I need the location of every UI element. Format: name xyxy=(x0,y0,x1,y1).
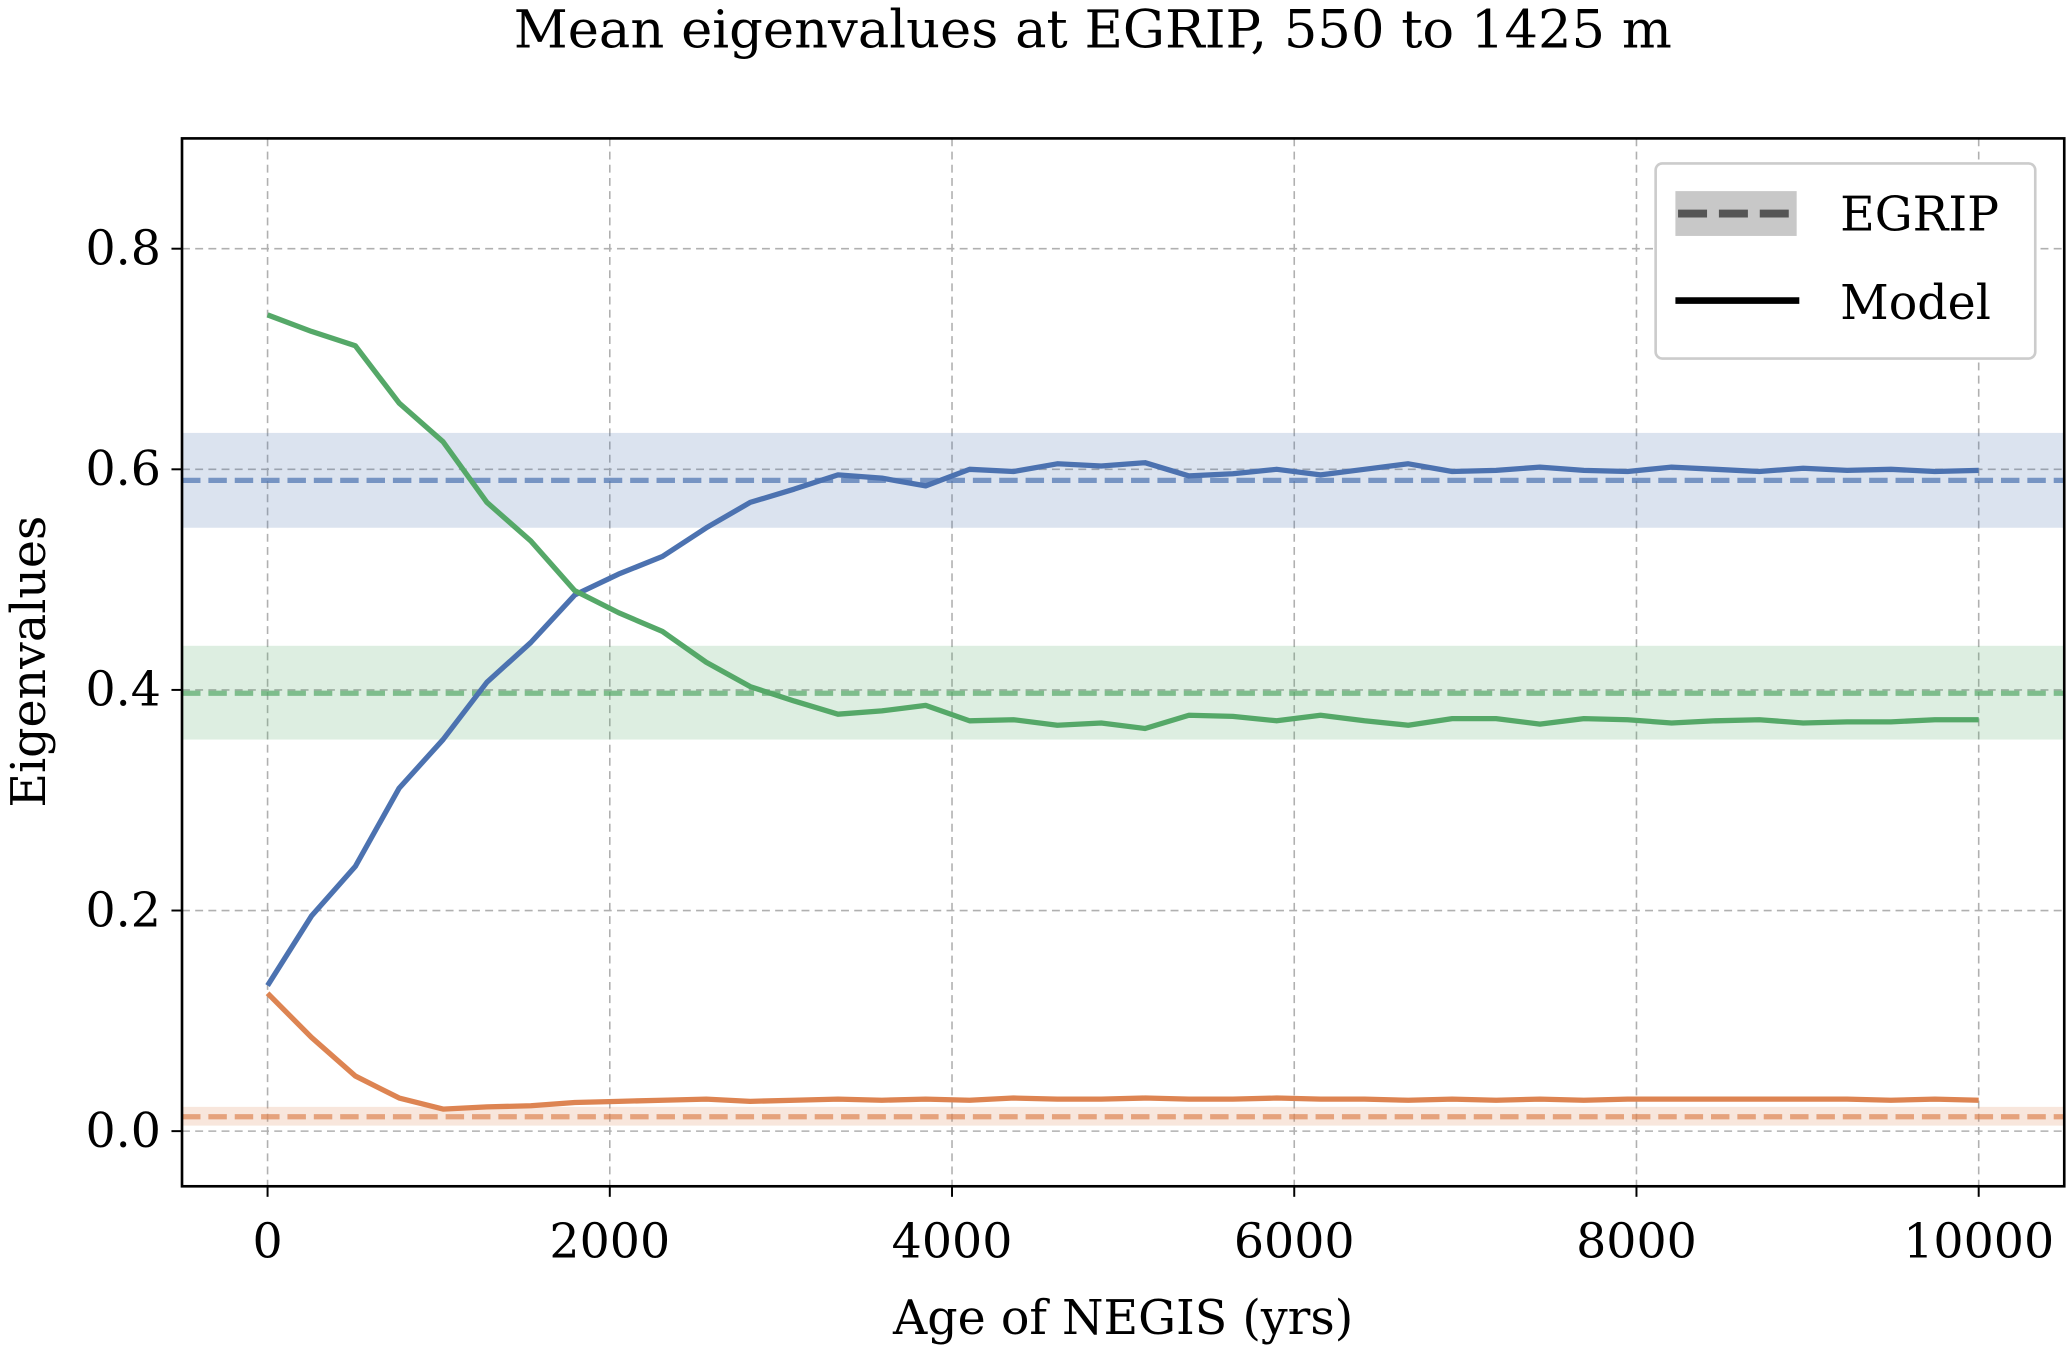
model-lines xyxy=(265,312,1979,1112)
legend-label-model: Model xyxy=(1840,276,1991,331)
legend-label-egrip: EGRIP xyxy=(1840,188,1999,243)
plot-frame xyxy=(180,137,2066,1188)
x-tick-label: 6000 xyxy=(1234,1214,1355,1269)
y-axis: 0.0 0.2 0.4 0.6 0.8 xyxy=(85,222,183,1159)
model-line xyxy=(265,460,1979,987)
x-axis: 0 2000 4000 6000 8000 10000 xyxy=(252,1186,2054,1269)
legend: EGRIP Model xyxy=(1654,162,2037,360)
y-tick-label: 0.4 xyxy=(85,663,160,718)
x-tick-label: 8000 xyxy=(1576,1214,1697,1269)
y-tick-label: 0.6 xyxy=(85,442,160,497)
model-line xyxy=(266,312,1979,732)
y-tick-label: 0.8 xyxy=(85,222,160,277)
x-tick-label: 0 xyxy=(252,1214,282,1269)
y-tick-label: 0.2 xyxy=(85,883,160,938)
chart-title: Mean eigenvalues at EGRIP, 550 to 1425 m xyxy=(514,0,1672,60)
egrip-bands xyxy=(182,432,2065,1126)
model-line xyxy=(265,991,1979,1112)
x-tick-label: 4000 xyxy=(892,1214,1013,1269)
x-tick-label: 10000 xyxy=(1903,1214,2054,1269)
y-tick-label: 0.0 xyxy=(85,1104,160,1159)
y-axis-label: Eigenvalues xyxy=(2,516,57,808)
x-tick-label: 2000 xyxy=(549,1214,670,1269)
x-axis-label: Age of NEGIS (yrs) xyxy=(892,1291,1353,1346)
